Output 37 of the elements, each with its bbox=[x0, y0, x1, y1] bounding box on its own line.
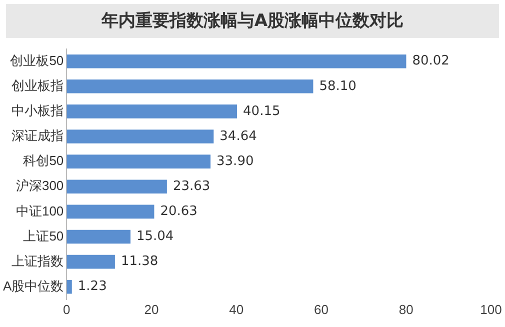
x-tick-label: 80 bbox=[398, 302, 414, 317]
bar bbox=[66, 104, 238, 118]
bar bbox=[66, 80, 314, 94]
data-label: 34.64 bbox=[220, 128, 257, 144]
y-tick-label: 上证50 bbox=[23, 228, 64, 244]
data-label: 15.04 bbox=[136, 229, 174, 244]
bar bbox=[66, 154, 211, 168]
data-label: 20.63 bbox=[160, 204, 198, 220]
data-label: 33.90 bbox=[216, 154, 254, 169]
x-tick-label: 20 bbox=[144, 302, 159, 317]
x-tick-label: 100 bbox=[480, 302, 502, 317]
y-tick-label: 中证100 bbox=[16, 203, 64, 218]
bar bbox=[66, 230, 130, 244]
y-tick-label: 中小板指 bbox=[12, 103, 64, 118]
y-tick-label: 创业板50 bbox=[10, 52, 64, 68]
chart-title: 年内重要指数涨幅与A股涨幅中位数对比 bbox=[6, 4, 499, 38]
bar bbox=[66, 54, 406, 68]
x-tick-label: 40 bbox=[229, 302, 244, 317]
y-tick-label: A股中位数 bbox=[3, 278, 64, 294]
bar bbox=[66, 180, 167, 194]
bar bbox=[66, 254, 115, 269]
bar bbox=[66, 204, 154, 219]
y-tick-label: 科创50 bbox=[23, 153, 64, 168]
data-label: 1.23 bbox=[78, 279, 107, 294]
x-tick-label: 60 bbox=[314, 302, 329, 317]
data-label: 11.38 bbox=[120, 254, 158, 270]
y-tick-label: 深证成指 bbox=[12, 128, 64, 144]
bar bbox=[66, 280, 72, 294]
data-label: 23.63 bbox=[172, 179, 210, 194]
x-tick-label: 0 bbox=[63, 302, 70, 317]
data-label: 80.02 bbox=[412, 54, 450, 69]
y-tick-label: 上证指数 bbox=[12, 253, 64, 268]
y-tick-label: 创业板指 bbox=[12, 78, 64, 93]
bar bbox=[66, 130, 214, 144]
data-label: 40.15 bbox=[243, 104, 280, 119]
data-label: 58.10 bbox=[319, 78, 356, 94]
y-tick-label: 沪深300 bbox=[16, 178, 64, 194]
